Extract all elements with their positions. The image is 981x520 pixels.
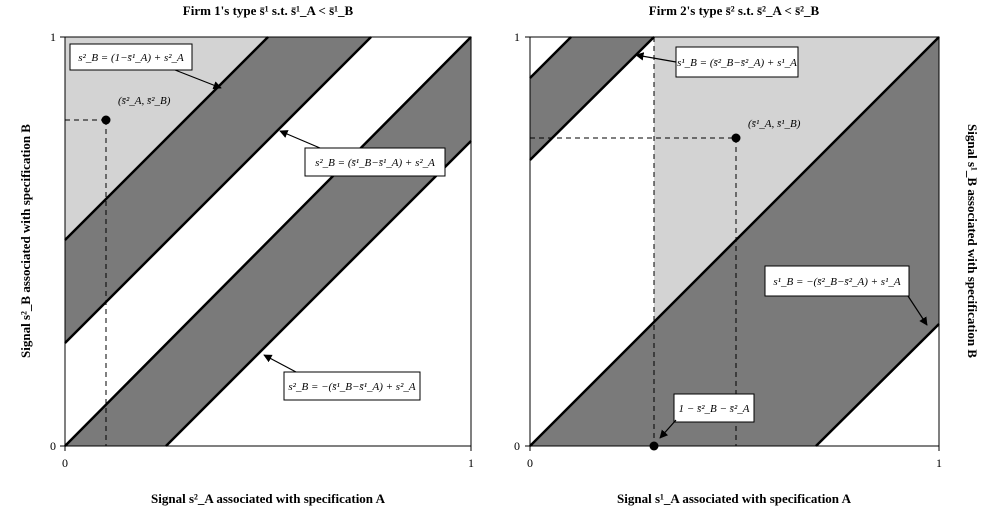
right-line-upper-a — [529, 36, 572, 79]
left-annotation-3: s²_B = −(s̄¹_B−s̄¹_A) + s²_A — [263, 354, 421, 401]
right-annotation-2: s¹_B = −(s̄²_B−s̄²_A) + s¹_A — [764, 265, 928, 326]
left-point-label: (s̄²_A, s̄²_B) — [118, 95, 171, 107]
svg-text:1 − s̄²_B − s̄²_A: 1 − s̄²_B − s̄²_A — [679, 403, 750, 415]
left-y-tick-1: 1 — [50, 30, 56, 44]
svg-text:s¹_B = −(s̄²_B−s̄²_A) + s¹_A: s¹_B = −(s̄²_B−s̄²_A) + s¹_A — [773, 276, 900, 288]
left-x-tick-1: 1 — [468, 456, 474, 470]
right-plot-frame — [529, 36, 940, 447]
right-type-point — [731, 133, 741, 143]
svg-text:s²_B = (s̄¹_B−s̄¹_A) + s²_A: s²_B = (s̄¹_B−s̄¹_A) + s²_A — [315, 157, 435, 169]
right-y-tick-0: 0 — [514, 439, 520, 453]
left-panel: Firm 1's type s̄¹ s.t. s̄¹_A < s̄¹_B (s̄… — [18, 3, 474, 506]
left-x-tick-0: 0 — [62, 456, 68, 470]
svg-text:s²_B = −(s̄¹_B−s̄¹_A) + s²_A: s²_B = −(s̄¹_B−s̄¹_A) + s²_A — [288, 381, 415, 393]
left-panel-title: Firm 1's type s̄¹ s.t. s̄¹_A < s̄¹_B — [183, 3, 354, 18]
right-axis-point — [649, 441, 659, 451]
right-x-axis-label: Signal s¹_A associated with specificatio… — [617, 491, 852, 506]
left-line-middle — [64, 36, 372, 344]
right-line-upper-b — [529, 36, 655, 161]
left-x-axis-label: Signal s²_A associated with specificatio… — [151, 491, 386, 506]
right-line-lower — [815, 323, 940, 447]
right-x-tick-0: 0 — [527, 456, 533, 470]
svg-text:s¹_B = (s̄²_B−s̄²_A) + s¹_A: s¹_B = (s̄²_B−s̄²_A) + s¹_A — [677, 57, 797, 69]
right-panel-title: Firm 2's type s̄² s.t. s̄²_A < s̄²_B — [649, 3, 820, 18]
right-panel: Firm 2's type s̄² s.t. s̄²_A < s̄²_B (s̄… — [514, 3, 980, 506]
left-type-point — [101, 115, 111, 125]
left-y-tick-0: 0 — [50, 439, 56, 453]
right-point-label: (s̄¹_A, s̄¹_B) — [748, 118, 801, 130]
left-line-diagonal — [64, 36, 472, 447]
svg-text:s²_B = (1−s̄¹_A) + s²_A: s²_B = (1−s̄¹_A) + s²_A — [78, 52, 184, 64]
right-y-tick-1: 1 — [514, 30, 520, 44]
right-line-diagonal — [529, 36, 940, 447]
right-annotation-3: 1 − s̄²_B − s̄²_A — [659, 393, 755, 439]
left-y-axis-label: Signal s²_B associated with specificatio… — [18, 124, 33, 358]
right-annotation-1: s¹_B = (s̄²_B−s̄²_A) + s¹_A — [635, 46, 799, 78]
left-line-lower — [165, 140, 472, 447]
left-line-upper — [64, 36, 269, 241]
left-annotation-2: s²_B = (s̄¹_B−s̄¹_A) + s²_A — [279, 130, 446, 177]
right-y-axis-label: Signal s¹_B associated with specificatio… — [965, 124, 980, 358]
left-annotation-1: s²_B = (1−s̄¹_A) + s²_A — [69, 43, 222, 90]
right-x-tick-1: 1 — [936, 456, 942, 470]
